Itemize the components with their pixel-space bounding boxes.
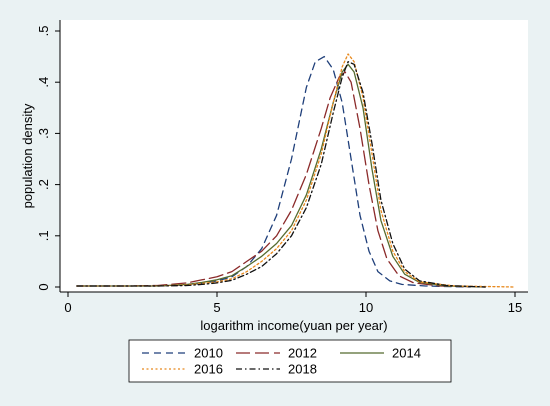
series-line-2012 <box>76 71 486 288</box>
x-tick-label: 15 <box>508 300 522 315</box>
legend-box <box>128 339 452 383</box>
plot-area <box>60 20 528 292</box>
legend-label-2012: 2012 <box>288 346 317 361</box>
y-axis-title: population density <box>20 103 35 208</box>
x-tick-label: 5 <box>213 300 220 315</box>
x-tick-label: 10 <box>359 300 373 315</box>
series-line-2018 <box>76 61 486 288</box>
x-tick-label: 0 <box>64 300 71 315</box>
y-tick-label: .4 <box>36 77 51 88</box>
y-tick-label: .5 <box>36 26 51 37</box>
legend-label-2010: 2010 <box>194 346 223 361</box>
legend: 2010 2012 2014 2016 2018 <box>142 346 421 377</box>
y-tick-label: .2 <box>36 179 51 190</box>
y-ticks: 0 .1 .2 .3 .4 .5 <box>36 26 60 291</box>
series-line-2016 <box>76 53 516 288</box>
y-tick-label: 0 <box>36 283 51 290</box>
x-ticks: 0 5 10 15 <box>64 292 522 315</box>
y-tick-label: .1 <box>36 230 51 241</box>
x-axis-title: logarithm income(yuan per year) <box>200 318 387 333</box>
y-tick-label: .3 <box>36 128 51 139</box>
series-line-2014 <box>76 63 486 288</box>
legend-label-2018: 2018 <box>288 362 317 377</box>
legend-label-2016: 2016 <box>194 362 223 377</box>
series-group <box>76 53 516 288</box>
legend-label-2014: 2014 <box>392 346 421 361</box>
